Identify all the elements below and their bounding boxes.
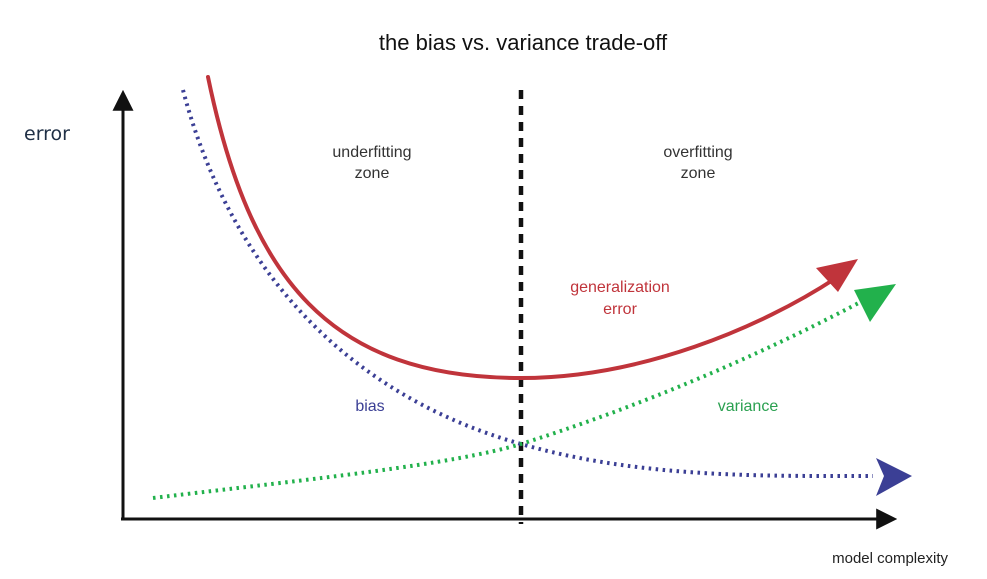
bias-arrowhead [876, 458, 912, 496]
underfitting-zone-label: underfitting [332, 144, 411, 161]
overfitting-zone-label-2: zone [681, 165, 716, 182]
generalization-error-curve [206, 75, 838, 381]
underfitting-zone-label-2: zone [355, 165, 390, 182]
generalization-error-arrowhead [816, 259, 858, 292]
variance-arrowhead [854, 284, 896, 322]
variance-curve [152, 296, 869, 500]
diagram-title: the bias vs. variance trade-off [379, 30, 668, 55]
bias-label: bias [355, 398, 384, 415]
generalization-error-label-2: error [603, 301, 637, 318]
generalization-error-label: generalization [570, 279, 670, 296]
x-axis-label: model complexity [832, 550, 948, 567]
variance-label: variance [718, 398, 779, 415]
overfitting-zone-label: overfitting [663, 144, 732, 161]
bias-curve [181, 89, 874, 479]
y-axis-label: error [24, 123, 70, 145]
